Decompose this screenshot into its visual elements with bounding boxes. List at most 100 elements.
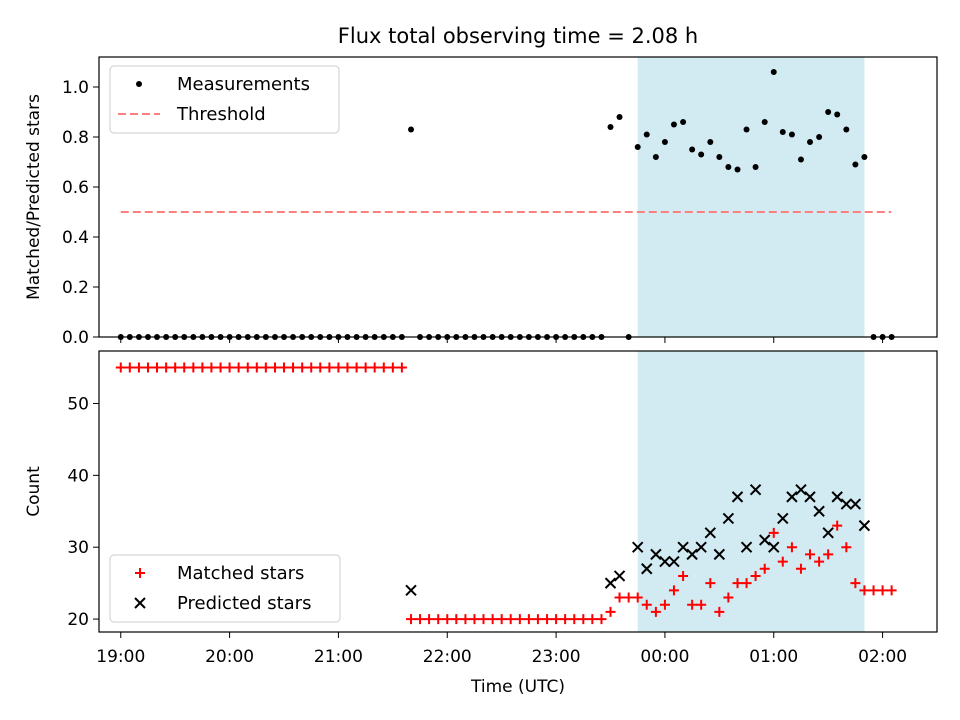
measurement-point (408, 126, 415, 133)
matched-star-point (242, 362, 253, 373)
matched-star-point (315, 362, 326, 373)
predicted-star-point (804, 491, 816, 503)
matched-star-point (351, 362, 362, 373)
measurement-point (716, 154, 723, 160)
measurement-point (816, 134, 823, 140)
matched-star-point (115, 362, 126, 373)
measurement-point (652, 154, 659, 160)
x-tick-label: 00:00 (640, 647, 689, 667)
matched-star-point (687, 599, 698, 610)
matched-star-point (496, 614, 507, 625)
predicted-star-point (405, 584, 417, 597)
predicted-star-point (704, 527, 717, 539)
predicted-star-point (659, 555, 671, 568)
x-tick-label: 23:00 (532, 647, 581, 667)
chart-title: Flux total observing time = 2.08 h (338, 24, 698, 48)
matched-star-point (551, 614, 562, 625)
matched-star-point (514, 614, 525, 625)
matched-star-point (152, 362, 163, 373)
matched-star-point (750, 570, 761, 581)
y-tick-label: 0.6 (62, 178, 89, 198)
predicted-star-point (668, 555, 680, 568)
y-tick-label: 50 (67, 394, 89, 414)
predicted-star-point (695, 541, 707, 553)
predicted-star-point (632, 541, 644, 553)
predicted-star-point (740, 541, 753, 553)
matched-star-point (659, 599, 670, 610)
matched-star-point (460, 614, 471, 625)
matched-star-point (696, 599, 707, 610)
predicted-star-point (813, 505, 825, 517)
panel-counts: 20 30 40 50 19:00 20:00 21:00 22:00 23:00 00:00 01… (24, 350, 938, 697)
matched-star-point (369, 362, 380, 373)
matched-star-point (297, 362, 308, 373)
matched-star-point (469, 614, 480, 625)
matched-star-point (668, 585, 679, 596)
matched-star-point (823, 549, 834, 560)
matched-star-point (650, 606, 661, 617)
matched-star-point (451, 614, 462, 625)
matched-star-point (623, 592, 634, 603)
measurement-point (834, 111, 841, 118)
matched-star-point (705, 578, 716, 589)
legend-label-matched: Matched stars (177, 563, 304, 584)
measurement-point (743, 126, 750, 133)
measurement-point (634, 144, 641, 150)
matched-star-point (406, 614, 417, 625)
measurement-point (698, 151, 705, 158)
predicted-star-point (768, 541, 780, 553)
predicted-star-point (731, 491, 744, 503)
measurement-point (770, 69, 777, 75)
y-tick-label: 1.0 (62, 78, 89, 98)
predicted-star-point (641, 563, 653, 575)
matched-star-point (832, 520, 843, 531)
matched-star-point (505, 614, 516, 625)
x-tick-label: 01:00 (749, 647, 798, 667)
y-tick-label: 0.2 (62, 278, 89, 298)
x-tick-label: 20:00 (205, 647, 254, 667)
matched-star-point (886, 585, 897, 596)
measurement-point (680, 119, 687, 125)
measurement-point (752, 164, 759, 170)
predicted-star-point (831, 491, 843, 503)
y-axis-label: Count (24, 466, 44, 517)
matched-star-point (415, 614, 426, 625)
measurement-point (670, 121, 677, 128)
x-axis-label: Time (UTC) (470, 677, 565, 697)
matched-star-point (342, 362, 353, 373)
measurement-point (788, 131, 795, 138)
x-tick-label: 22:00 (423, 647, 472, 667)
measurement-point (661, 139, 668, 145)
x-tick-label: 21:00 (314, 647, 363, 667)
matched-star-point (596, 614, 607, 625)
y-axis-label: Matched/Predicted stars (24, 94, 44, 300)
predicted-star-point (749, 483, 762, 496)
predicted-star-point (686, 548, 698, 561)
matched-star-point (569, 614, 580, 625)
matched-star-point (804, 549, 815, 560)
measurement-point (725, 164, 732, 170)
legend-matched-marker (135, 568, 145, 578)
matched-star-point (360, 362, 371, 373)
matched-star-point (215, 362, 226, 373)
observing-window-shade (637, 57, 865, 337)
measurement-point (779, 129, 786, 135)
predicted-star-point (604, 577, 617, 589)
legend-label-predicted: Predicted stars (177, 593, 311, 614)
matched-star-point (170, 362, 181, 373)
matched-star-point (233, 362, 244, 373)
matched-star-point (741, 578, 752, 589)
measurement-point (861, 154, 868, 160)
matched-star-point (723, 592, 734, 603)
matched-star-point (288, 362, 299, 373)
matched-star-point (614, 592, 625, 603)
matched-star-point (424, 614, 435, 625)
matched-star-point (124, 362, 135, 373)
panel-measurements: 0.0 0.2 0.4 0.6 0.8 1.0 Matched/Predicted star… (24, 56, 938, 348)
matched-star-point (859, 585, 870, 596)
matched-star-point (814, 556, 825, 567)
measurement-point (852, 161, 859, 168)
matched-star-point (224, 362, 235, 373)
legend-box (109, 65, 340, 134)
measurement-point (797, 156, 804, 163)
